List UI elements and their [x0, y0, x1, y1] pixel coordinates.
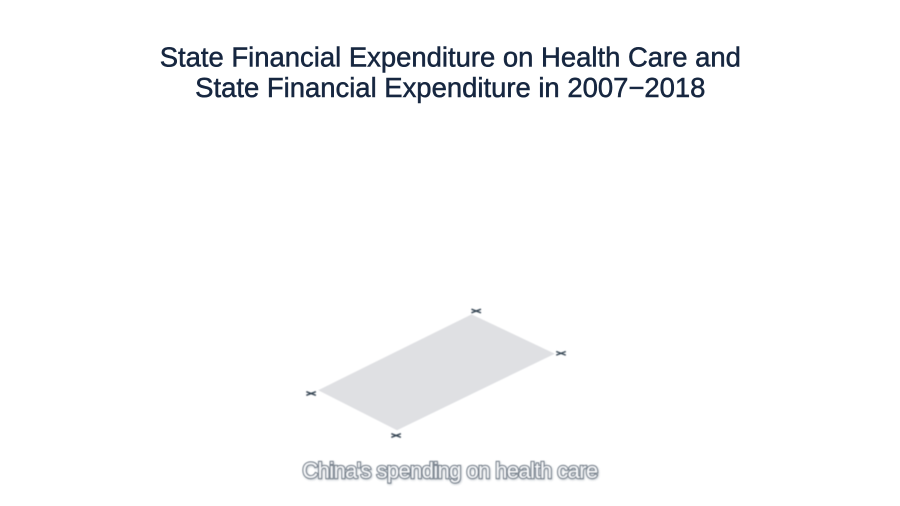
- svg-text:China's spending on health car: China's spending on health care: [302, 458, 598, 483]
- svg-text:State Financial Expenditure in: State Financial Expenditure in 2007−2018: [195, 72, 705, 103]
- svg-text:State Financial Expenditure on: State Financial Expenditure on Health Ca…: [160, 42, 741, 73]
- svg-text:China's spending on health car: China's spending on health care: [303, 459, 599, 484]
